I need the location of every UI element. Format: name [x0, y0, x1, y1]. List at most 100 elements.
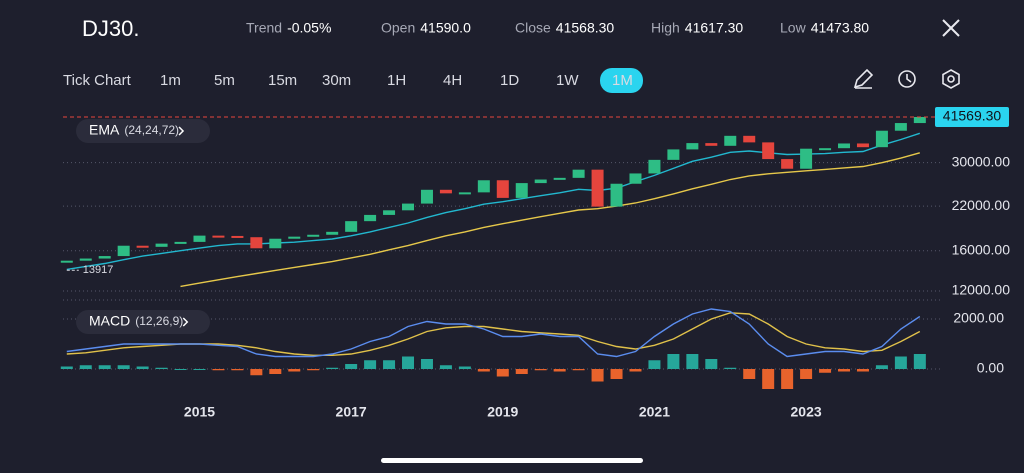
histogram-bar	[591, 369, 604, 382]
candle	[439, 189, 452, 194]
x-tick-label: 2023	[791, 404, 822, 420]
history-tool[interactable]	[898, 70, 916, 88]
timeframe[interactable]: 1H	[387, 72, 406, 89]
x-tick-label: 2019	[487, 404, 518, 420]
candle	[875, 130, 888, 148]
badge-chevron	[182, 317, 189, 327]
histogram-bar	[894, 356, 907, 369]
histogram-bar	[913, 354, 926, 369]
x-tick-label: 2017	[336, 404, 367, 420]
candle	[667, 149, 680, 160]
home-indicator	[381, 458, 643, 463]
candle	[98, 256, 111, 259]
candle	[269, 238, 282, 249]
draw-tool[interactable]	[853, 68, 874, 89]
candle	[136, 245, 149, 248]
timeframe[interactable]: Tick Chart	[63, 72, 132, 89]
candle	[383, 210, 396, 215]
histogram-bar	[155, 367, 168, 369]
timeframe[interactable]: 1W	[556, 72, 579, 89]
settings-tool[interactable]	[942, 69, 960, 89]
candle	[591, 169, 604, 207]
histogram-bar	[345, 364, 358, 369]
histogram-bar	[98, 365, 111, 369]
histogram-bar	[420, 359, 433, 369]
y-tick-label: 2000.00	[953, 310, 1004, 326]
candle	[686, 143, 699, 150]
quote-value: 41568.30	[556, 20, 615, 36]
histogram-bar	[307, 369, 320, 371]
quote-value: -0.05%	[287, 20, 331, 36]
timeframe[interactable]: 5m	[214, 72, 235, 89]
quote-label: High	[651, 20, 680, 36]
histogram-bar	[686, 354, 699, 369]
candle	[572, 169, 585, 178]
candle	[212, 235, 225, 238]
quote-value: 41473.80	[811, 20, 870, 36]
histogram-bar	[800, 369, 813, 379]
timeframe[interactable]: 30m	[322, 72, 351, 89]
candle	[819, 148, 832, 151]
timeframe[interactable]: 1m	[160, 72, 181, 89]
y-tick-label: 16000.00	[952, 241, 1011, 257]
histogram-bar	[288, 369, 301, 372]
candle	[648, 159, 661, 174]
close-button[interactable]	[942, 19, 960, 37]
candle	[553, 177, 566, 180]
histogram-bar	[364, 360, 377, 369]
y-tick-label: 30000.00	[952, 153, 1011, 169]
histogram-bar	[117, 365, 130, 369]
timeframe[interactable]: 15m	[268, 72, 297, 89]
histogram-bar	[838, 369, 851, 372]
histogram-bar	[477, 369, 490, 372]
quote-label: Trend	[246, 20, 282, 36]
histogram-bar	[193, 369, 206, 370]
histogram-bar	[781, 369, 794, 389]
min-label: 13917	[83, 264, 114, 276]
histogram-bar	[79, 365, 92, 369]
candle	[629, 173, 642, 184]
indicator-badge[interactable]	[76, 310, 210, 334]
timeframe[interactable]: 1M	[612, 72, 633, 89]
candle	[515, 183, 528, 198]
timeframe[interactable]: 4H	[443, 72, 462, 89]
candle	[458, 192, 471, 195]
histogram-bar	[383, 360, 396, 369]
indicator-name: EMA	[89, 122, 120, 138]
histogram-bar	[496, 369, 509, 377]
candle	[288, 236, 301, 239]
indicator-params: (24,24,72)	[124, 123, 179, 137]
last-price-label: 41569.30	[943, 108, 1002, 124]
histogram-bar	[819, 369, 832, 373]
histogram-bar	[743, 369, 756, 379]
y-tick-label: 12000.00	[952, 282, 1011, 298]
content: Trend -0.05% Open 41590.0 Close 41568.30 High 4…	[60, 20, 1011, 420]
candle	[913, 117, 926, 124]
candle	[800, 148, 813, 169]
histogram-bar	[174, 369, 187, 370]
histogram-bar	[458, 366, 471, 369]
histogram-bar	[648, 360, 661, 369]
y-tick-label: 22000.00	[952, 197, 1011, 213]
indicator-badge[interactable]	[76, 119, 210, 143]
candle	[781, 159, 794, 169]
active-timeframe-pill	[600, 68, 643, 93]
histogram-bar	[269, 369, 282, 374]
histogram-bar	[553, 369, 566, 372]
timeframe[interactable]: 1D	[500, 72, 519, 89]
histogram-bar	[856, 369, 869, 372]
quote-label: Low	[780, 20, 807, 36]
candle	[762, 142, 775, 160]
candle	[79, 258, 92, 261]
candle	[345, 221, 358, 232]
candle	[838, 143, 851, 149]
histogram-bar	[572, 369, 585, 371]
histogram-bar	[610, 369, 623, 379]
ema-slow-line	[180, 152, 920, 288]
indicator-name: MACD	[89, 313, 130, 329]
quote-label: Close	[515, 20, 551, 36]
histogram-bar	[212, 369, 225, 371]
candle	[174, 241, 187, 244]
candle	[610, 183, 623, 207]
